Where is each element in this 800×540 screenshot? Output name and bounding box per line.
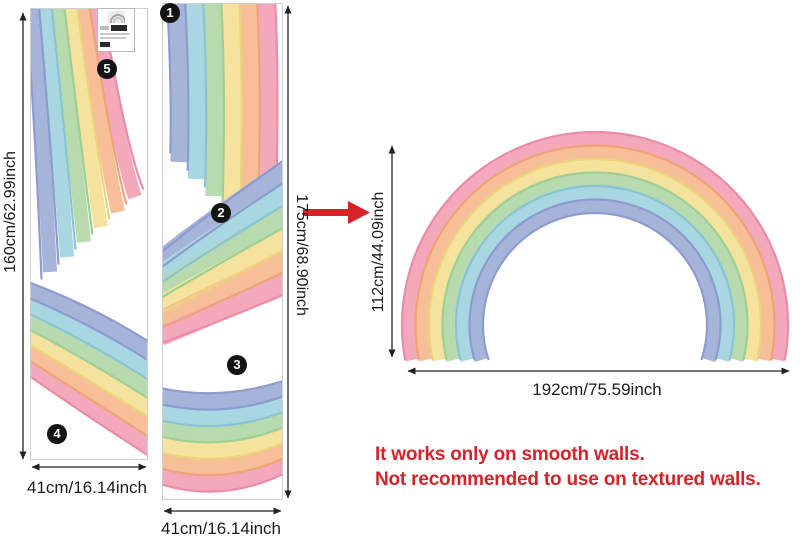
assembly-direction-arrow-icon xyxy=(303,201,370,224)
middle-sheet-width-label: 41cm/16.14inch xyxy=(160,519,282,538)
rainbow-stripe xyxy=(427,157,763,361)
label-black-mark xyxy=(100,42,110,47)
middle-sheet-height-label: 175cm/68.90inch xyxy=(293,194,310,316)
piece-number-badge-2: 2 xyxy=(211,203,231,223)
rainbow-width-label: 192cm/75.59inch xyxy=(532,380,662,399)
rainbow-stripe xyxy=(221,4,242,214)
decal-sheet-left-art xyxy=(31,9,147,456)
rainbow-stripe xyxy=(51,9,91,243)
rainbow-stripe xyxy=(163,442,282,476)
mini-rainbow-image xyxy=(107,11,125,23)
rainbow-stripe xyxy=(415,145,775,362)
rainbow-stripe xyxy=(203,4,224,197)
rainbow-stripe xyxy=(31,328,147,399)
rainbow-stripe xyxy=(468,198,722,361)
rainbow-stripe xyxy=(38,9,60,265)
rainbow-height-label: 112cm/44.09inch xyxy=(370,191,387,313)
rainbow-stripe xyxy=(31,360,147,437)
rainbow-stripe xyxy=(31,375,147,456)
product-label-card xyxy=(97,8,135,52)
rainbow-stripe xyxy=(428,158,762,362)
rainbow-stripe xyxy=(31,282,147,342)
rainbow-stripe xyxy=(481,211,709,361)
assembled-rainbow xyxy=(395,125,800,375)
rainbow-stripe xyxy=(31,282,147,359)
rainbow-stripe xyxy=(163,251,282,331)
label-text-bar xyxy=(100,26,109,30)
rainbow-stripe xyxy=(163,473,282,493)
rainbow-stripe xyxy=(31,329,147,416)
rainbow-stripe xyxy=(88,9,128,205)
rainbow-stripe xyxy=(31,344,147,435)
warning-line-1: It works only on smooth walls. xyxy=(375,444,645,465)
rainbow-stripe xyxy=(163,273,282,346)
decal-sheet-middle-art xyxy=(163,4,282,493)
rainbow-stripe xyxy=(455,185,735,362)
rainbow-stripe xyxy=(163,184,282,285)
rainbow-stripe xyxy=(185,4,206,180)
rainbow-stripe xyxy=(469,199,721,363)
rainbow-stripe xyxy=(163,457,282,477)
rainbow-stripe xyxy=(163,427,282,459)
rainbow-stripe xyxy=(163,271,282,329)
rainbow-stripe xyxy=(63,9,108,229)
rainbow-stripe xyxy=(31,59,43,280)
rainbow-stripe xyxy=(163,206,282,300)
rainbow-stripe xyxy=(163,396,282,426)
rainbow-stripe xyxy=(220,4,226,205)
rainbow-stripe xyxy=(167,4,189,163)
rainbow-stripe xyxy=(38,9,74,258)
rainbow-stripe xyxy=(442,172,748,362)
rainbow-stripe xyxy=(401,131,789,362)
piece-number-badge-4: 4 xyxy=(47,424,67,444)
rainbow-stripe xyxy=(414,144,776,361)
rainbow-stripe xyxy=(31,313,147,380)
rainbow-stripe xyxy=(163,182,282,268)
rainbow-stripe xyxy=(31,360,147,454)
left-sheet-height-label: 160cm/62.99inch xyxy=(2,151,19,273)
warning-line-2: Not recommended to use on textured walls… xyxy=(375,469,761,490)
left-sheet-width-label: 41cm/16.14inch xyxy=(26,478,148,497)
rainbow-stripe xyxy=(163,395,282,411)
piece-number-badge-3: 3 xyxy=(227,355,247,375)
rainbow-stripe xyxy=(76,9,111,220)
rainbow-stripe xyxy=(50,9,77,250)
rainbow-stripe xyxy=(163,249,282,314)
rainbow-stripe xyxy=(163,204,282,283)
rainbow-stripe xyxy=(441,171,749,361)
rainbow-stripe xyxy=(63,9,94,235)
rainbow-stripe xyxy=(163,411,282,428)
rainbow-stripe xyxy=(76,9,125,214)
rainbow-stripe xyxy=(31,9,57,273)
rainbow-stripe xyxy=(163,380,282,410)
rainbow-stripe xyxy=(163,294,282,344)
decal-sheet-middle xyxy=(162,3,283,500)
rainbow-stripe xyxy=(163,442,282,460)
rainbow-stripe xyxy=(163,227,282,298)
rainbow-stripe xyxy=(454,184,736,361)
rainbow-stripe xyxy=(184,4,190,171)
decal-sheet-left xyxy=(30,8,148,460)
barcode xyxy=(111,25,127,31)
rainbow-stripe xyxy=(31,298,147,378)
rainbow-stripe xyxy=(31,344,147,418)
smooth-wall-warning: It works only on smooth walls. Not recom… xyxy=(375,442,761,492)
rainbow-stripe xyxy=(31,297,147,361)
rainbow-stripe xyxy=(31,313,147,397)
piece-number-badge-1: 1 xyxy=(160,3,180,23)
rainbow-stripe xyxy=(202,4,208,188)
rainbow-stripe xyxy=(163,426,282,444)
piece-number-badge-5: 5 xyxy=(97,59,117,79)
rainbow-stripe xyxy=(163,458,282,492)
rainbow-stripe xyxy=(163,228,282,315)
assembled-rainbow-art xyxy=(400,130,790,363)
rainbow-stripe xyxy=(400,130,790,361)
rainbow-stripe xyxy=(163,411,282,443)
rainbow-stripe xyxy=(163,380,282,395)
